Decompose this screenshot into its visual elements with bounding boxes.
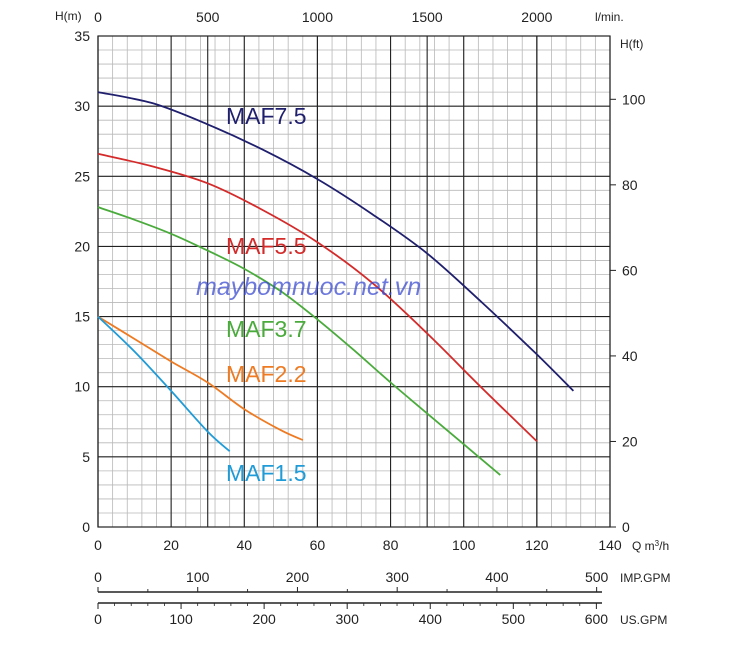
y-axis-left-ticks: 0 5 10 15 20 25 30 35 <box>74 28 90 535</box>
series-line-maf2-2 <box>97 315 304 441</box>
series-label: MAF5.5 <box>226 233 307 259</box>
y-axis-left-tick-label: 5 <box>82 449 90 465</box>
series-line-maf7-5 <box>97 91 575 392</box>
us-gpm-tick-label: 600 <box>585 611 609 627</box>
x-axis-bottom-tick-label: 120 <box>525 537 549 553</box>
series-line-maf5-5 <box>97 152 538 443</box>
x-axis-top-unit: l/min. <box>595 10 624 24</box>
x-axis-bottom-unit: Q m3/h <box>632 539 669 554</box>
series-layer: MAF7.5 MAF5.5 MAF3.7 MAF2.2 MAF1.5 <box>97 91 575 486</box>
imp-gpm-tick-label: 100 <box>186 569 210 585</box>
y-axis-right-tick-label: 100 <box>622 91 646 107</box>
series-label: MAF7.5 <box>226 103 307 129</box>
imp-gpm-tick-label: 200 <box>286 569 310 585</box>
us-gpm-tick-label: 400 <box>419 611 443 627</box>
series-label: MAF3.7 <box>226 316 307 342</box>
series-line-maf3-7 <box>97 206 501 476</box>
y-axis-right-tick-label: 0 <box>622 519 630 535</box>
x-axis-bottom-tick-label: 140 <box>598 537 622 553</box>
plot-frame <box>97 35 611 528</box>
x-axis-bottom-tick-label: 40 <box>236 537 252 553</box>
y-axis-left-tick-label: 30 <box>74 98 90 114</box>
x-axis-bottom-ticks: 0 20 40 60 80 100 120 140 <box>94 537 622 553</box>
y-axis-right-tick-label: 20 <box>622 433 638 449</box>
x-axis-bottom-tick-label: 20 <box>163 537 179 553</box>
imp-gpm-tick-label: 300 <box>386 569 410 585</box>
x-axis-top-tick-label: 1000 <box>302 9 333 25</box>
x-axis-bottom-tick-label: 80 <box>383 537 399 553</box>
x-axis-bottom-tick-label: 100 <box>452 537 476 553</box>
series-label: MAF2.2 <box>226 361 307 387</box>
us-gpm-tick-label: 200 <box>252 611 276 627</box>
x-axis-top-tick-label: 1500 <box>412 9 443 25</box>
extra-x-axes: 0 100 200 300 400 500 IMP.GPM 0 100 200 300 400 500 6… <box>94 569 670 627</box>
x-axis-top-tick-label: 500 <box>196 9 220 25</box>
imp-gpm-unit: IMP.GPM <box>620 571 670 585</box>
us-gpm-tick-label: 0 <box>94 611 102 627</box>
x-axis-top-ticks: 0 500 1000 1500 2000 <box>94 9 553 25</box>
x-axis-bottom-tick-label: 60 <box>310 537 326 553</box>
y-axis-left-tick-label: 15 <box>74 309 90 325</box>
imp-gpm-tick-label: 500 <box>585 569 609 585</box>
x-axis-top-tick-label: 2000 <box>521 9 552 25</box>
y-axis-left-unit: H(m) <box>55 9 82 23</box>
us-gpm-tick-label: 300 <box>336 611 360 627</box>
y-axis-right-tick-label: 40 <box>622 348 638 364</box>
us-gpm-tick-label: 100 <box>169 611 193 627</box>
imp-gpm-tick-label: 0 <box>94 569 102 585</box>
y-axis-left-tick-label: 10 <box>74 379 90 395</box>
y-axis-left-tick-label: 20 <box>74 238 90 254</box>
y-axis-right-tick-label: 80 <box>622 177 638 193</box>
us-gpm-unit: US.GPM <box>620 613 667 627</box>
y-axis-right-unit: H(ft) <box>620 37 643 51</box>
imp-gpm-tick-label: 400 <box>485 569 509 585</box>
us-gpm-tick-label: 500 <box>502 611 526 627</box>
y-axis-left-tick-label: 25 <box>74 168 90 184</box>
y-axis-left-tick-label: 35 <box>74 28 90 44</box>
series-label: MAF1.5 <box>226 460 307 486</box>
y-axis-right-ticks: 0 20 40 60 80 100 <box>610 91 646 535</box>
series-line-maf1-5 <box>97 315 231 452</box>
x-axis-top-tick-label: 0 <box>94 9 102 25</box>
y-axis-left-tick-label: 0 <box>82 519 90 535</box>
x-axis-bottom-tick-label: 0 <box>94 537 102 553</box>
y-axis-right-tick-label: 60 <box>622 262 638 278</box>
watermark: maybomnuoc.net.vn <box>196 273 421 301</box>
